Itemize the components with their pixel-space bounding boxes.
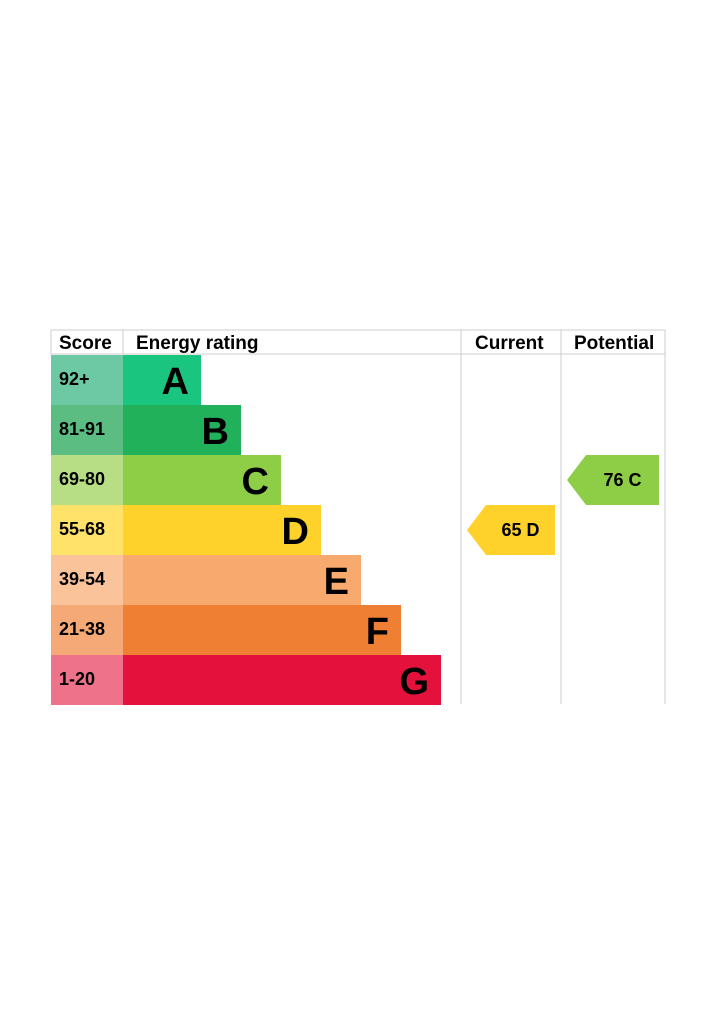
potential-rating-arrow (567, 455, 659, 505)
rating-letter-e: E (324, 561, 349, 603)
rating-bar-e (123, 555, 361, 605)
current-rating-value: 65 D (501, 520, 539, 540)
score-cell-d (51, 505, 123, 555)
potential-header: Potential (574, 333, 654, 354)
score-label-b: 81-91 (59, 419, 105, 439)
current-rating-arrow (467, 505, 555, 555)
rating-bar-f (123, 605, 401, 655)
score-cell-f (51, 605, 123, 655)
rating-letter-f: F (366, 611, 389, 653)
rating-bar-a (123, 355, 201, 405)
rating-letter-g: G (399, 661, 429, 703)
score-label-e: 39-54 (59, 569, 105, 589)
score-cell-g (51, 655, 123, 705)
score-header: Score (59, 333, 112, 354)
rating-bar-c (123, 455, 281, 505)
score-cell-a (51, 355, 123, 405)
rating-letter-b: B (202, 411, 229, 453)
score-cell-c (51, 455, 123, 505)
score-label-a: 92+ (59, 369, 90, 389)
header-row: Score Energy rating Current Potential (50, 329, 666, 355)
score-cell-b (51, 405, 123, 455)
rating-letter-d: D (282, 511, 309, 553)
energy-rating-header: Energy rating (136, 333, 258, 354)
rating-bar-b (123, 405, 241, 455)
rating-bar-g (123, 655, 441, 705)
score-label-d: 55-68 (59, 519, 105, 539)
current-header: Current (475, 333, 544, 354)
rating-bar-d (123, 505, 321, 555)
score-cell-e (51, 555, 123, 605)
score-label-c: 69-80 (59, 469, 105, 489)
rating-markers: 65 D 76 C (467, 455, 659, 555)
rating-bands: 92+ A 81-91 B 69-80 C 55-68 D 39-54 E 21-38 F 1-20 G (51, 355, 441, 705)
score-label-f: 21-38 (59, 619, 105, 639)
rating-letter-c: C (242, 461, 269, 503)
grid-lines (122, 330, 666, 704)
rating-letter-a: A (162, 361, 189, 403)
potential-rating-value: 76 C (603, 470, 641, 490)
score-label-g: 1-20 (59, 669, 95, 689)
